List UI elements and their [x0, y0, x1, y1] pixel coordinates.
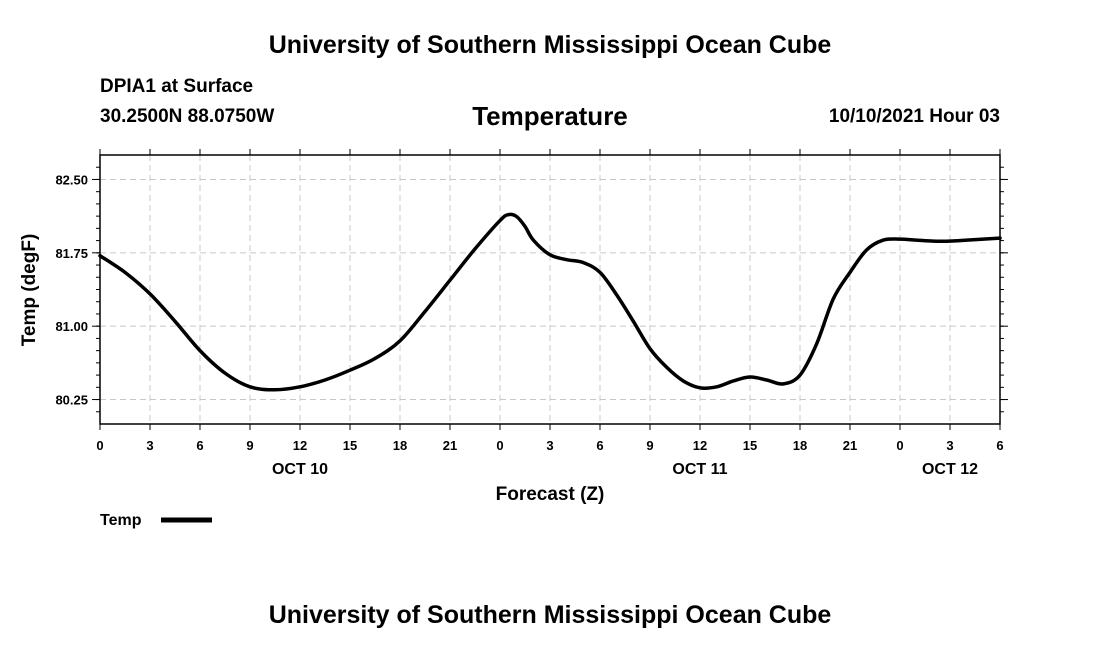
legend-label: Temp — [100, 512, 142, 529]
x-tick-label: 12 — [693, 438, 707, 453]
x-tick-label: 15 — [343, 438, 357, 453]
station-label: DPIA1 at Surface — [100, 76, 254, 97]
x-tick-label: 3 — [546, 438, 553, 453]
x-tick-label: 0 — [896, 438, 903, 453]
y-axis-label: Temp (degF) — [19, 234, 40, 347]
day-label: OCT 12 — [922, 461, 978, 478]
grid-lines — [100, 155, 1000, 424]
x-tick-label: 0 — [96, 438, 103, 453]
day-labels: OCT 10 OCT 11 OCT 12 — [272, 461, 978, 478]
y-tick-label: 82.50 — [55, 172, 88, 187]
x-tick-label: 3 — [946, 438, 953, 453]
x-tick-label: 9 — [646, 438, 653, 453]
y-tick-label: 81.75 — [55, 246, 88, 261]
x-tick-label: 15 — [743, 438, 757, 453]
y-tick-labels: 80.25 81.00 81.75 82.50 — [55, 172, 88, 407]
x-tick-label: 6 — [996, 438, 1003, 453]
x-tick-label: 9 — [246, 438, 253, 453]
x-tick-label: 6 — [196, 438, 203, 453]
day-label: OCT 10 — [272, 461, 328, 478]
series-lines — [98, 212, 1002, 392]
timestamp-label: 10/10/2021 Hour 03 — [828, 106, 1000, 127]
x-tick-label: 6 — [596, 438, 603, 453]
plot-frame — [99, 154, 1001, 425]
x-tick-label: 12 — [293, 438, 307, 453]
x-tick-labels: 0 3 6 9 12 15 18 21 0 3 6 9 12 15 18 21 0 3 6 — [96, 438, 1003, 453]
x-axis-label: Forecast (Z) — [496, 484, 605, 505]
x-tick-label: 18 — [393, 438, 407, 453]
y-tick-label: 80.25 — [55, 393, 88, 408]
y-tick-label: 81.00 — [55, 319, 88, 334]
x-tick-label: 0 — [496, 438, 503, 453]
x-tick-label: 3 — [146, 438, 153, 453]
x-tick-label: 21 — [443, 438, 457, 453]
x-tick-label: 21 — [843, 438, 857, 453]
day-label: OCT 11 — [672, 461, 727, 478]
x-tick-label: 18 — [793, 438, 807, 453]
series-line-temp — [98, 212, 1002, 392]
header-title: University of Southern Mississippi Ocean… — [268, 31, 832, 59]
coordinates-label: 30.2500N 88.0750W — [100, 106, 275, 127]
chart-title: Temperature — [472, 101, 628, 131]
footer-title: University of Southern Mississippi Ocean… — [268, 601, 832, 629]
